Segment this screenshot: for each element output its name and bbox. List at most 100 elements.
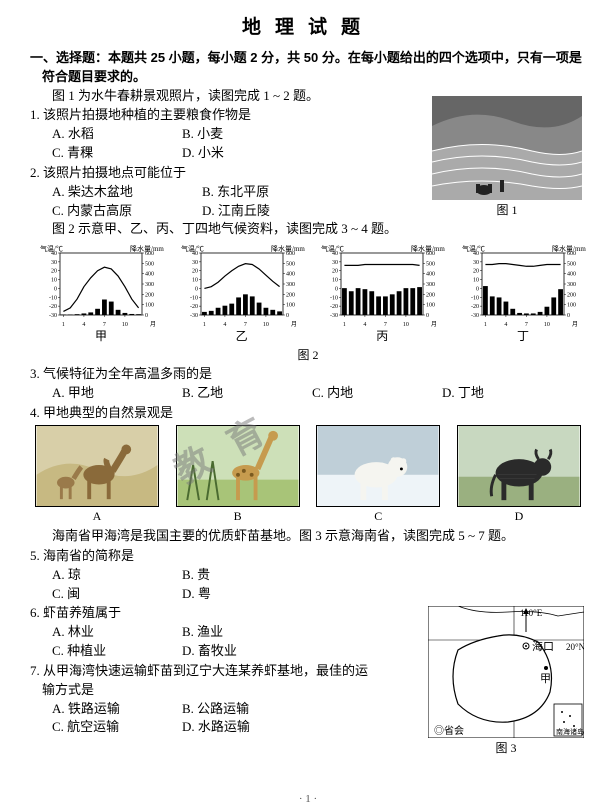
svg-text:10: 10 <box>544 322 550 327</box>
ani-A: A <box>34 425 160 525</box>
svg-text:月: 月 <box>572 321 578 327</box>
svg-text:7: 7 <box>384 322 387 327</box>
q3-C: C. 内地 <box>312 384 442 403</box>
svg-text:300: 300 <box>145 282 154 288</box>
svg-text:0: 0 <box>335 287 338 293</box>
svg-text:7: 7 <box>244 322 247 327</box>
svg-text:200: 200 <box>426 293 435 299</box>
svg-text:1: 1 <box>343 322 346 327</box>
q2-D: D. 江南丘陵 <box>202 202 352 221</box>
svg-text:10: 10 <box>192 278 198 284</box>
svg-text:0: 0 <box>286 313 289 319</box>
svg-text:40: 40 <box>332 251 338 257</box>
stem-3-4: 图 2 示意甲、乙、丙、丁四地气候资料，读图完成 3 ~ 4 题。 <box>52 220 586 239</box>
svg-text:-10: -10 <box>190 296 198 302</box>
q1-A: A. 水稻 <box>52 125 182 144</box>
svg-text:30: 30 <box>332 260 338 266</box>
q2-B: B. 东北平原 <box>202 183 352 202</box>
svg-text:0: 0 <box>195 287 198 293</box>
svg-text:-10: -10 <box>330 296 338 302</box>
svg-text:100: 100 <box>145 303 154 309</box>
svg-text:月: 月 <box>150 321 156 327</box>
svg-text:-10: -10 <box>49 296 57 302</box>
svg-text:30: 30 <box>473 260 479 266</box>
svg-text:-30: -30 <box>330 313 338 319</box>
clim-bing: 气温/℃降水量/mm403020100-10-20-30600500400300… <box>319 243 445 345</box>
fig2-caption: 图 2 <box>30 347 586 364</box>
svg-text:400: 400 <box>426 272 435 278</box>
figure-3: 110°E 20°N 海口 甲 南海诸岛 ◎省会 图 3 <box>428 606 584 757</box>
svg-text:100: 100 <box>426 303 435 309</box>
svg-text:-20: -20 <box>190 304 198 310</box>
svg-text:-30: -30 <box>471 313 479 319</box>
svg-text:4: 4 <box>364 322 367 327</box>
svg-text:10: 10 <box>122 322 128 327</box>
page-number: · 1 · <box>0 792 616 808</box>
svg-text:-20: -20 <box>49 304 57 310</box>
inset-label: 南海诸岛 <box>556 727 584 736</box>
q6-A: A. 林业 <box>52 623 182 642</box>
q7-D: D. 水路运输 <box>182 718 312 737</box>
stem-5-7: 海南省甲海湾是我国主要的优质虾苗基地。图 3 示意海南省，读图完成 5 ~ 7 … <box>52 527 586 546</box>
q5-B: B. 贵 <box>182 566 312 585</box>
svg-text:-30: -30 <box>49 313 57 319</box>
fig3-caption: 图 3 <box>428 740 584 757</box>
svg-text:0: 0 <box>476 287 479 293</box>
svg-text:600: 600 <box>145 251 154 257</box>
q1-B: B. 小麦 <box>182 125 312 144</box>
svg-text:200: 200 <box>286 293 295 299</box>
svg-text:300: 300 <box>567 282 576 288</box>
svg-text:400: 400 <box>286 272 295 278</box>
q4: 4. 甲地典型的自然景观是 <box>30 404 586 423</box>
animal-row: A B C <box>34 425 582 525</box>
svg-text:1: 1 <box>484 322 487 327</box>
hainan-map: 110°E 20°N 海口 甲 南海诸岛 ◎省会 <box>428 606 584 738</box>
svg-text:200: 200 <box>145 293 154 299</box>
svg-text:40: 40 <box>473 251 479 257</box>
legend-label: ◎省会 <box>434 724 464 737</box>
ani-lbl-B: B <box>175 508 301 525</box>
svg-text:0: 0 <box>54 287 57 293</box>
svg-text:500: 500 <box>145 262 154 268</box>
clim-yi: 气温/℃降水量/mm403020100-10-20-30600500400300… <box>179 243 305 345</box>
figure-1: 图 1 <box>432 96 582 219</box>
svg-text:500: 500 <box>286 262 295 268</box>
q6-B: B. 渔业 <box>182 623 312 642</box>
svg-text:-30: -30 <box>190 313 198 319</box>
svg-text:600: 600 <box>567 251 576 257</box>
svg-text:30: 30 <box>51 260 57 266</box>
svg-text:300: 300 <box>426 282 435 288</box>
svg-text:20: 20 <box>473 269 479 275</box>
svg-text:10: 10 <box>51 278 57 284</box>
q1-D: D. 小米 <box>182 144 312 163</box>
q5-A: A. 琼 <box>52 566 182 585</box>
svg-text:400: 400 <box>145 272 154 278</box>
instr-line2: 符合题目要求的。 <box>42 69 146 84</box>
svg-text:4: 4 <box>223 322 226 327</box>
clim-lbl-bing: 丙 <box>319 328 445 345</box>
svg-text:0: 0 <box>567 313 570 319</box>
ani-lbl-D: D <box>456 508 582 525</box>
svg-text:20: 20 <box>51 269 57 275</box>
q3-opts: A. 甲地 B. 乙地 C. 内地 D. 丁地 <box>52 384 586 403</box>
city-label: 海口 <box>532 639 554 653</box>
svg-text:10: 10 <box>403 322 409 327</box>
svg-text:20: 20 <box>192 269 198 275</box>
instr-line1: 一、选择题：本题共 25 小题，每小题 2 分，共 50 分。在每小题给出的四个… <box>30 50 582 65</box>
svg-text:300: 300 <box>286 282 295 288</box>
q6-C: C. 种植业 <box>52 642 182 661</box>
svg-text:月: 月 <box>291 321 297 327</box>
q5-opts2: C. 闽 D. 粤 <box>52 585 586 604</box>
svg-text:600: 600 <box>286 251 295 257</box>
svg-text:-20: -20 <box>330 304 338 310</box>
svg-text:40: 40 <box>51 251 57 257</box>
q1-C: C. 青稞 <box>52 144 182 163</box>
q2-C: C. 内蒙古高原 <box>52 202 202 221</box>
q5-D: D. 粤 <box>182 585 312 604</box>
svg-text:1: 1 <box>62 322 65 327</box>
ani-B: B <box>175 425 301 525</box>
svg-text:500: 500 <box>567 262 576 268</box>
svg-text:4: 4 <box>82 322 85 327</box>
clim-jia: 气温/℃降水量/mm403020100-10-20-30600500400300… <box>38 243 164 345</box>
svg-text:月: 月 <box>431 321 437 327</box>
